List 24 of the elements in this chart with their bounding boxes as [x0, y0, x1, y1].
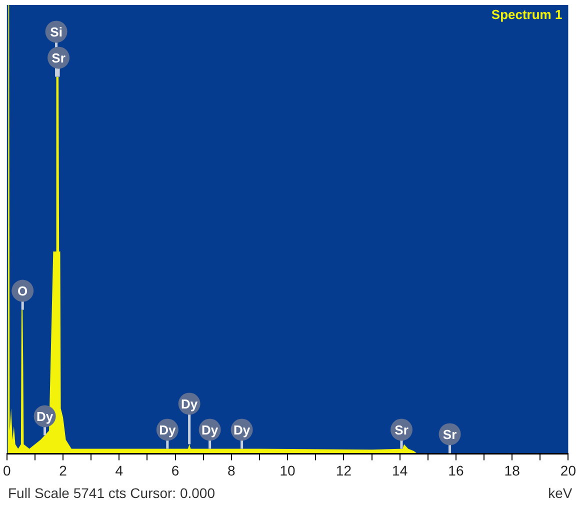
- annotation: Dy: [233, 422, 251, 438]
- annotation: Dy: [202, 422, 219, 438]
- annotation: Sr: [52, 50, 66, 66]
- text: Full Scale 5741 cts Cursor: 0.000: [8, 485, 216, 502]
- annotation: Si: [50, 24, 62, 40]
- x-tick-label: 20: [560, 462, 576, 478]
- chart-title: Spectrum 1: [491, 7, 562, 22]
- x-tick-label: 16: [448, 462, 464, 478]
- x-tick-label: 8: [228, 462, 236, 478]
- x-tick-label: 0: [2, 462, 11, 478]
- x-tick-label: 14: [392, 462, 408, 478]
- annotation: O: [18, 283, 28, 298]
- annotation: Sr: [442, 426, 457, 442]
- x-axis-title: keV: [548, 485, 573, 502]
- x-tick-label: 2: [59, 462, 68, 478]
- annotation: Dy: [181, 396, 198, 412]
- x-tick-label: 4: [115, 462, 124, 478]
- x-tick-label: 12: [336, 462, 352, 478]
- x-tick-label: 10: [280, 462, 296, 478]
- annotation: Dy: [159, 422, 177, 438]
- x-tick-label: 18: [504, 462, 520, 478]
- annotation: Dy: [36, 408, 54, 424]
- x-tick-label: 6: [171, 462, 180, 478]
- annotation: Sr: [394, 422, 408, 438]
